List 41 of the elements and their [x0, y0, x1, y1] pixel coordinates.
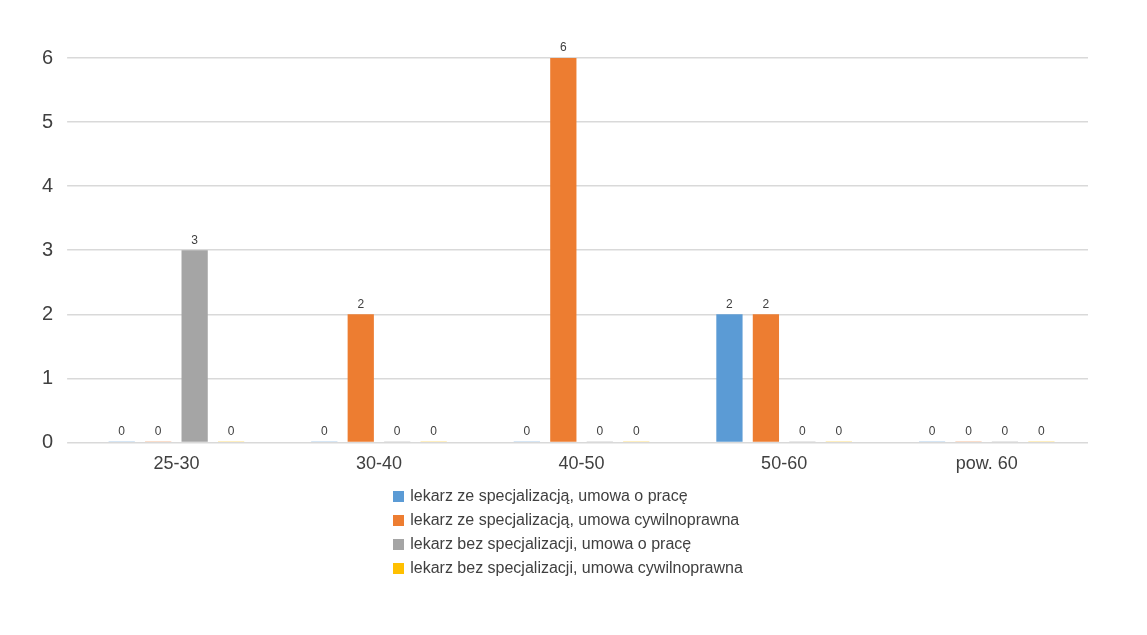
y-tick-label: 1 [42, 365, 54, 388]
data-label: 0 [227, 423, 235, 438]
data-label: 2 [762, 296, 770, 311]
data-label: 0 [523, 423, 531, 438]
y-tick-label: 0 [42, 429, 54, 452]
bar [716, 314, 743, 442]
data-label: 0 [1001, 423, 1009, 438]
y-tick-label: 4 [42, 173, 54, 196]
bar [752, 314, 780, 442]
x-tick-label: 25-30 [153, 453, 200, 474]
bar [181, 250, 208, 442]
x-tick-label: 30-40 [355, 453, 403, 474]
data-label: 0 [965, 423, 973, 438]
data-label: 0 [118, 423, 126, 438]
data-label: 0 [835, 423, 843, 438]
data-label: 0 [154, 423, 162, 438]
data-label: 0 [393, 423, 401, 438]
data-label: 2 [357, 296, 365, 311]
data-label: 0 [799, 423, 807, 438]
legend-label: lekarz bez specjalizacji, umowa cywilnoprawna [410, 559, 743, 577]
data-label: 0 [1038, 423, 1046, 438]
data-label: 0 [928, 423, 936, 438]
y-tick-label: 6 [42, 45, 54, 68]
x-tick-label: 40-50 [558, 453, 605, 474]
data-label: 0 [430, 423, 438, 438]
data-label: 0 [632, 423, 640, 438]
legend-label: lekarz ze specjalizacją, umowa cywilnoprawna [410, 511, 740, 529]
legend-label: lekarz bez specjalizacji, umowa o pracę [410, 535, 692, 553]
data-label: 6 [559, 40, 567, 55]
bar [550, 58, 577, 442]
data-label: 2 [726, 296, 734, 311]
data-label: 0 [596, 423, 604, 438]
legend-label: lekarz ze specjalizacją, umowa o pracę [410, 487, 688, 505]
y-tick-label: 3 [42, 237, 54, 260]
x-tick-label: 50-60 [761, 453, 808, 474]
x-tick-label: pow. 60 [955, 453, 1018, 474]
data-label: 3 [191, 232, 199, 247]
y-tick-label: 5 [42, 109, 54, 132]
bar [347, 314, 374, 442]
data-label: 0 [320, 423, 328, 438]
y-tick-label: 2 [42, 301, 54, 324]
